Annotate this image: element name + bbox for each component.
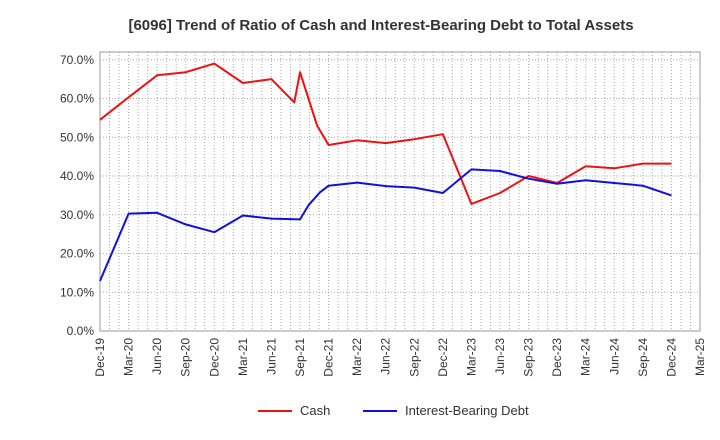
plot-frame [99,51,701,332]
x-tick-label: Dec-24 [664,338,678,377]
x-tick-label: Sep-23 [522,338,536,377]
legend-label-cash: Cash [300,403,330,418]
x-tick-label: Mar-20 [122,338,136,376]
legend-label-interest-bearing-debt: Interest-Bearing Debt [405,403,529,418]
y-tick-label: 0.0% [67,324,95,338]
x-tick-label: Dec-21 [322,338,336,377]
x-tick-label: Mar-22 [350,338,364,376]
x-tick-label: Mar-21 [236,338,250,376]
x-tick-label: Mar-24 [579,338,593,376]
grid [100,52,700,331]
y-tick-label: 50.0% [60,130,94,144]
y-tick-label: 60.0% [60,92,94,106]
series-line-cash [99,62,672,205]
x-tick-label: Mar-23 [464,338,478,376]
x-tick-label: Dec-19 [93,338,107,377]
series-lines [99,62,672,282]
axes: 0.0% 10.0% 20.0% 30.0% 40.0% 50.0% 60.0% 70.0% D… [60,51,707,377]
x-tick-label: Dec-22 [436,338,450,377]
x-tick-label: Jun-20 [150,338,164,375]
y-tick-label: 40.0% [60,169,94,183]
y-tick-label: 10.0% [60,285,94,299]
x-tick-label: Dec-20 [207,338,221,377]
y-tick-label: 70.0% [60,53,94,67]
x-tick-label: Jun-21 [264,338,278,375]
legend: Cash Interest-Bearing Debt [258,403,529,418]
series-line-interest-bearing-debt [99,168,672,282]
x-tick-label: Jun-24 [607,338,621,375]
x-tick-label: Dec-23 [550,338,564,377]
x-tick-label: Sep-24 [636,338,650,377]
x-tick-label: Sep-22 [407,338,421,377]
y-tick-label: 30.0% [60,208,94,222]
x-tick-label: Sep-20 [179,338,193,377]
y-tick-label: 20.0% [60,247,94,261]
x-tick-label: Sep-21 [293,338,307,377]
x-tick-label: Mar-25 [693,338,707,376]
x-tick-label: Jun-22 [379,338,393,375]
x-tick-label: Jun-23 [493,338,507,375]
chart-title: [6096] Trend of Ratio of Cash and Intere… [128,17,633,34]
